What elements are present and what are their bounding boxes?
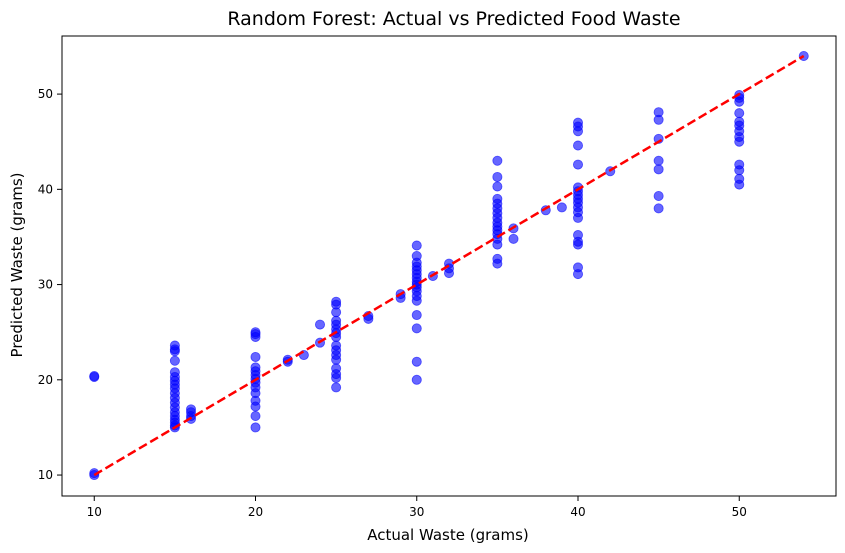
data-point [411, 374, 422, 385]
data-point [411, 356, 422, 367]
data-point [331, 363, 342, 374]
x-axis-label: Actual Waste (grams) [367, 526, 529, 544]
data-point [508, 233, 519, 244]
reference-line [93, 54, 805, 477]
data-point [250, 351, 261, 362]
data-point [734, 116, 745, 127]
data-point [653, 190, 664, 201]
data-point [573, 230, 584, 241]
data-point [653, 155, 664, 166]
data-point [411, 250, 422, 261]
x-tick-label: 50 [732, 505, 747, 519]
plot-frame [61, 35, 837, 497]
data-point [169, 355, 180, 366]
chart-title: Random Forest: Actual vs Predicted Food … [227, 8, 680, 30]
data-point [653, 203, 664, 214]
data-point [89, 370, 100, 381]
points-layer [89, 51, 809, 481]
data-point [573, 262, 584, 273]
data-point [185, 404, 196, 415]
data-point [653, 164, 664, 175]
x-tick-label: 20 [248, 505, 263, 519]
y-axis: 10 20 30 40 50 [38, 87, 62, 482]
data-point [573, 117, 584, 128]
data-point [250, 422, 261, 433]
data-point [314, 319, 325, 330]
data-point [250, 327, 261, 338]
x-axis: 10 20 30 40 50 [87, 496, 747, 519]
data-point [492, 253, 503, 264]
y-axis-label: Predicted Waste (grams) [8, 173, 26, 358]
data-point [250, 362, 261, 373]
y-tick-label: 40 [38, 182, 53, 196]
data-point [734, 159, 745, 170]
data-point [331, 340, 342, 351]
data-point [411, 310, 422, 321]
data-point [169, 340, 180, 351]
x-tick-label: 10 [87, 505, 102, 519]
x-tick-label: 40 [570, 505, 585, 519]
data-point [250, 410, 261, 421]
data-point [331, 296, 342, 307]
data-point [331, 315, 342, 326]
data-point [556, 202, 567, 213]
y-tick-label: 20 [38, 373, 53, 387]
data-point [492, 181, 503, 192]
data-point [573, 140, 584, 151]
data-point [331, 382, 342, 393]
data-point [734, 173, 745, 184]
x-tick-label: 30 [409, 505, 424, 519]
data-point [411, 240, 422, 251]
data-point [492, 171, 503, 182]
data-point [411, 323, 422, 334]
y-tick-label: 30 [38, 278, 53, 292]
y-tick-label: 10 [38, 468, 53, 482]
data-point [573, 159, 584, 170]
y-tick-label: 50 [38, 87, 53, 101]
data-point [653, 107, 664, 118]
data-point [492, 155, 503, 166]
data-point [492, 193, 503, 204]
data-point [734, 108, 745, 119]
data-point [169, 367, 180, 378]
